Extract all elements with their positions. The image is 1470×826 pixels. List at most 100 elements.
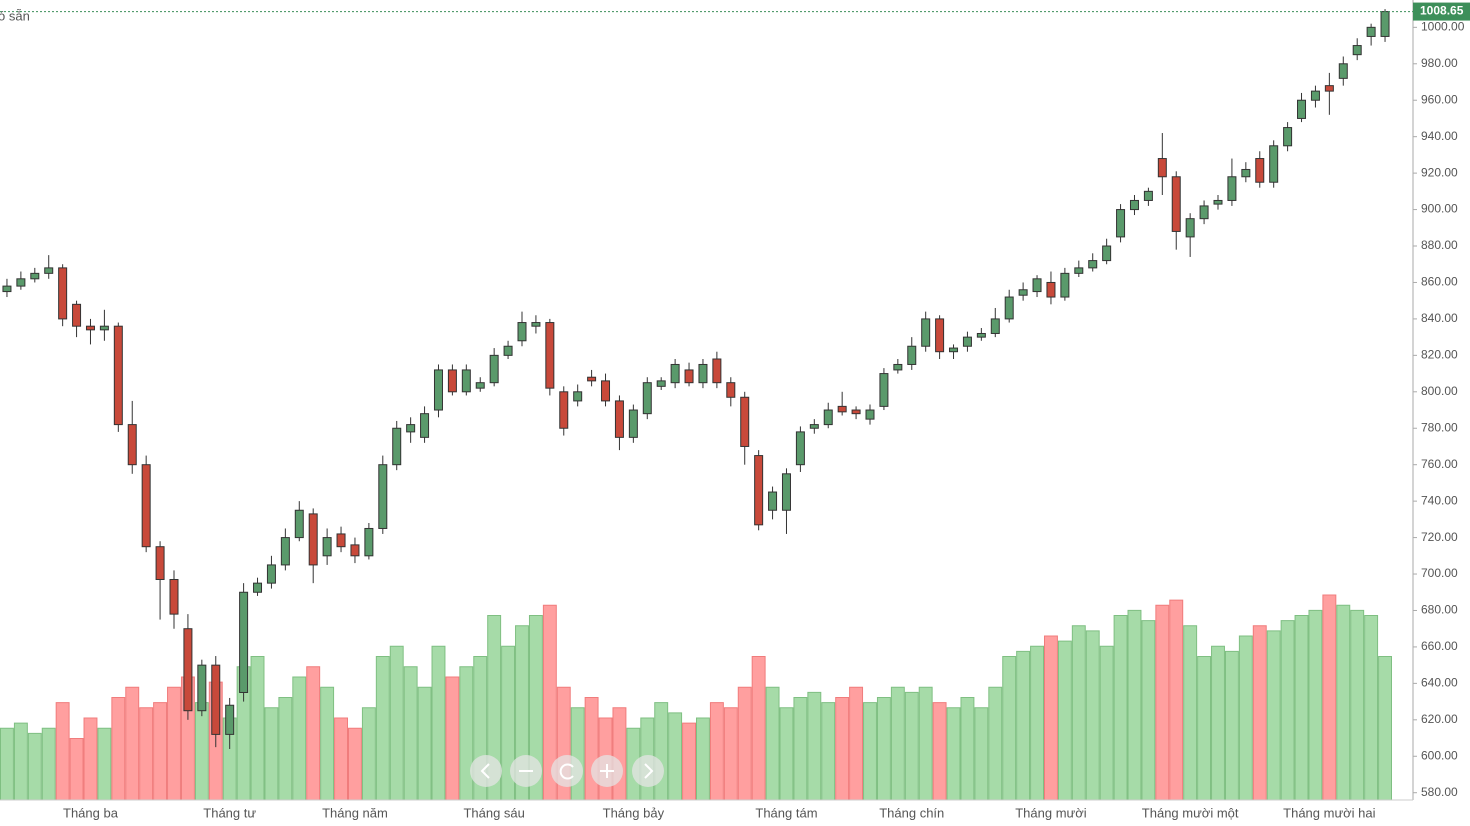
volume-bar (1336, 604, 1351, 801)
candle-body (1088, 260, 1098, 269)
volume-bar (1141, 620, 1156, 801)
candle-body (1269, 145, 1279, 183)
candle-body (225, 704, 235, 735)
volume-bar (334, 717, 348, 801)
candle-body (781, 473, 791, 511)
candle-body (294, 509, 304, 539)
candle-body (1046, 281, 1056, 298)
candle-body (1060, 272, 1070, 298)
reset-button[interactable] (551, 755, 583, 787)
x-tick-label: Tháng bảy (603, 805, 665, 820)
y-tick-label: 720.00 (1421, 530, 1458, 544)
candle-body (976, 332, 986, 338)
scroll-right-button[interactable] (632, 755, 664, 787)
volume-bar (1252, 625, 1267, 801)
candle-body (628, 409, 638, 438)
candle-body (1143, 190, 1153, 201)
candle-body (587, 376, 597, 382)
candle-body (406, 424, 416, 433)
volume-bar (1224, 650, 1239, 801)
candle-body (1004, 296, 1014, 320)
candle-body (907, 345, 917, 365)
volume-bar (682, 722, 697, 801)
volume-bar (417, 686, 432, 801)
candle-body (197, 664, 207, 712)
y-tick-label: 1000.00 (1421, 20, 1465, 34)
candle-body (1199, 205, 1209, 220)
volume-bar (27, 732, 42, 801)
volume-bar (1169, 599, 1184, 801)
volume-bar (1113, 615, 1128, 801)
volume-bar (264, 707, 279, 801)
volume-bar (1099, 645, 1114, 801)
candle-body (211, 664, 221, 735)
candle-body (99, 325, 109, 331)
candle-body (1297, 99, 1307, 119)
candle-body (1380, 11, 1390, 37)
volume-bar (1197, 656, 1212, 801)
volume-bar (1350, 609, 1365, 801)
last-price-label: 1008.65 (1420, 4, 1464, 18)
volume-bar (988, 686, 1003, 801)
scroll-left-button[interactable] (470, 755, 502, 787)
volume-bar (1183, 625, 1198, 801)
volume-bar (97, 727, 112, 801)
volume-bar (612, 707, 627, 801)
y-tick-label: 920.00 (1421, 165, 1458, 179)
volume-bar (1044, 635, 1058, 801)
candle-body (921, 318, 931, 347)
nav-buttons (470, 755, 664, 787)
candle-body (1129, 199, 1139, 211)
volume-bar (153, 702, 168, 801)
volume-bar (821, 702, 836, 801)
y-tick-label: 780.00 (1421, 420, 1458, 434)
candle-body (670, 363, 680, 384)
candle-body (1074, 267, 1084, 274)
candle-body (1185, 218, 1195, 238)
candle-body (1116, 209, 1126, 238)
candle-body (531, 322, 541, 327)
volume-bar (125, 686, 140, 801)
volume-bar (668, 712, 683, 801)
volume-bar (1378, 656, 1392, 801)
volume-bar (320, 686, 335, 801)
volume-bar (1364, 615, 1379, 801)
candle-body (113, 325, 123, 426)
candle-body (726, 382, 736, 398)
candle-body (865, 409, 875, 420)
volume-bar (41, 727, 56, 801)
candle-body (656, 380, 666, 387)
zoom-in-button[interactable] (591, 755, 623, 787)
candle-body (1255, 158, 1265, 183)
candle-body (141, 464, 151, 548)
y-tick-label: 880.00 (1421, 238, 1458, 252)
volume-bar (306, 666, 321, 801)
candle-body (378, 464, 388, 529)
volume-bar (167, 686, 181, 801)
candle-body (503, 345, 513, 356)
candle-body (1018, 289, 1028, 296)
candle-body (433, 369, 443, 411)
candle-body (44, 267, 54, 274)
y-tick-label: 840.00 (1421, 311, 1458, 325)
x-tick-label: Tháng tám (755, 805, 817, 820)
candle-body (72, 303, 82, 327)
y-tick-label: 980.00 (1421, 56, 1458, 70)
volume-bar (807, 691, 822, 801)
candle-body (1241, 168, 1251, 178)
candle-body (1032, 278, 1042, 293)
volume-bar (194, 702, 209, 801)
volume-bar (1211, 645, 1225, 801)
candle-body (1338, 63, 1348, 79)
y-tick-label: 760.00 (1421, 457, 1458, 471)
y-tick-label: 580.00 (1421, 785, 1458, 799)
zoom-out-button[interactable] (510, 755, 542, 787)
candle-body (280, 537, 290, 566)
volume-bar (69, 738, 84, 801)
volume-bar (779, 707, 794, 801)
x-tick-label: Tháng năm (322, 805, 388, 820)
volume-bar (389, 645, 404, 801)
volume-bar (696, 717, 710, 801)
candle-body (1366, 26, 1376, 37)
